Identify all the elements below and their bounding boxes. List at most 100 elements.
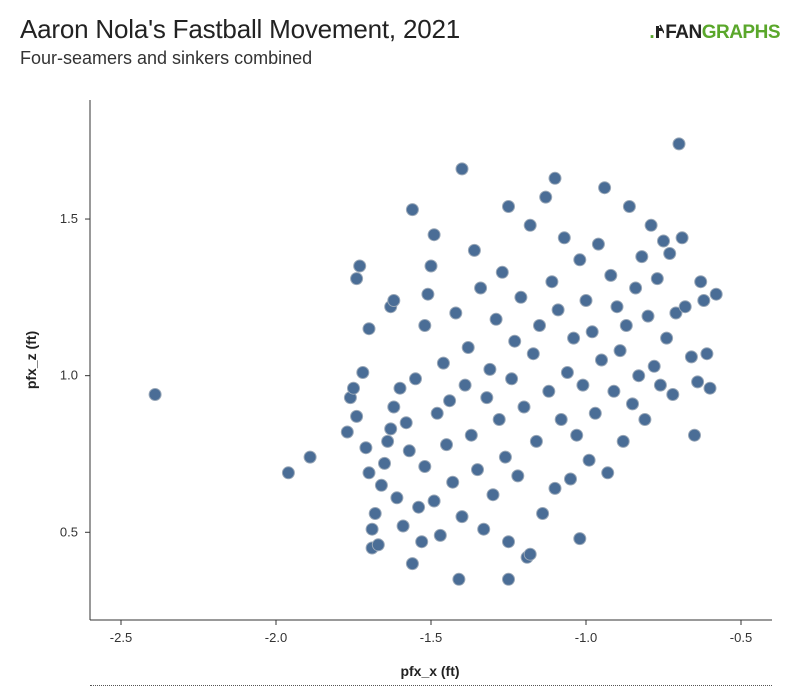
data-point (554, 413, 568, 426)
data-point (548, 481, 562, 495)
data-point (697, 294, 711, 307)
data-point (684, 350, 698, 364)
data-point (390, 491, 404, 505)
data-point (601, 466, 615, 480)
data-point (489, 312, 503, 326)
data-point (629, 281, 643, 295)
data-point (511, 469, 525, 483)
data-point (418, 319, 432, 332)
data-point (619, 319, 633, 332)
data-point (492, 413, 506, 426)
data-point (573, 253, 587, 267)
data-point (675, 231, 689, 245)
chart-title: Aaron Nola's Fastball Movement, 2021 (20, 14, 460, 44)
data-point (551, 303, 565, 317)
data-point (365, 522, 379, 536)
data-point (536, 507, 550, 520)
data-point (523, 218, 537, 232)
data-point (660, 331, 674, 345)
data-point (387, 294, 401, 307)
data-point (424, 259, 438, 273)
y-ticks: 0.5 1.0 1.5 (60, 211, 90, 539)
data-point (657, 234, 670, 248)
data-point (678, 300, 692, 314)
data-point (415, 535, 429, 549)
data-point (669, 306, 683, 320)
data-point (452, 572, 466, 586)
data-point (585, 325, 599, 339)
data-point (514, 290, 528, 304)
data-point (427, 494, 441, 508)
logo-fan: FAN (665, 22, 702, 43)
data-point (436, 356, 450, 370)
data-point (393, 381, 407, 395)
data-point (418, 460, 432, 473)
data-point (427, 228, 441, 242)
data-point (545, 275, 559, 289)
data-point (378, 456, 391, 470)
data-point (350, 272, 364, 286)
data-point (700, 347, 714, 361)
data-point (443, 394, 457, 408)
data-point (523, 547, 537, 561)
data-point (613, 344, 627, 358)
fangraphs-logo[interactable]: . FANGRAPHS (649, 22, 780, 44)
data-point (548, 171, 562, 185)
data-point (542, 384, 556, 398)
data-point (303, 450, 317, 464)
data-point (402, 444, 416, 458)
data-point (359, 441, 373, 455)
bottom-divider (90, 685, 772, 686)
data-point (663, 247, 677, 260)
x-tick-label: -2.0 (265, 630, 287, 645)
data-point (433, 528, 447, 542)
chart-subtitle: Four-seamers and sinkers combined (20, 48, 313, 68)
data-point (362, 322, 376, 336)
data-point (387, 400, 401, 414)
data-point (495, 265, 509, 279)
data-point (368, 507, 382, 520)
data-point (350, 409, 364, 423)
data-point (694, 275, 708, 289)
data-point (560, 366, 574, 379)
data-point (458, 378, 472, 392)
data-point (371, 538, 385, 552)
data-point (486, 488, 500, 502)
data-point (595, 353, 608, 367)
data-point (626, 397, 639, 411)
data-point (588, 406, 602, 420)
batter-icon (656, 24, 665, 38)
data-point (498, 450, 512, 464)
data-point (340, 425, 354, 439)
y-tick-label: 1.5 (60, 211, 78, 226)
data-point (412, 500, 426, 514)
data-point (644, 218, 658, 232)
data-point (557, 231, 571, 245)
data-point (446, 475, 460, 489)
data-point (508, 334, 522, 348)
y-tick-label: 0.5 (60, 524, 78, 539)
data-point (576, 378, 590, 392)
data-point (570, 428, 584, 442)
data-point (440, 438, 453, 452)
x-ticks: -2.5 -2.0 -1.5 -1.0 -0.5 (110, 620, 752, 645)
data-point (409, 372, 422, 386)
data-point (703, 381, 717, 395)
data-point (474, 281, 488, 295)
data-point (604, 268, 618, 282)
data-point (607, 384, 621, 398)
data-point (526, 347, 540, 361)
data-point (455, 162, 469, 176)
data-point (356, 366, 370, 379)
data-point (666, 388, 680, 401)
data-point (477, 522, 491, 536)
logo-dot: . (649, 22, 655, 43)
data-point (688, 428, 701, 442)
data-point (464, 428, 478, 442)
data-point (709, 287, 723, 301)
data-point (502, 200, 515, 213)
data-point (641, 309, 655, 323)
data-point (505, 372, 519, 386)
data-point (483, 362, 497, 376)
